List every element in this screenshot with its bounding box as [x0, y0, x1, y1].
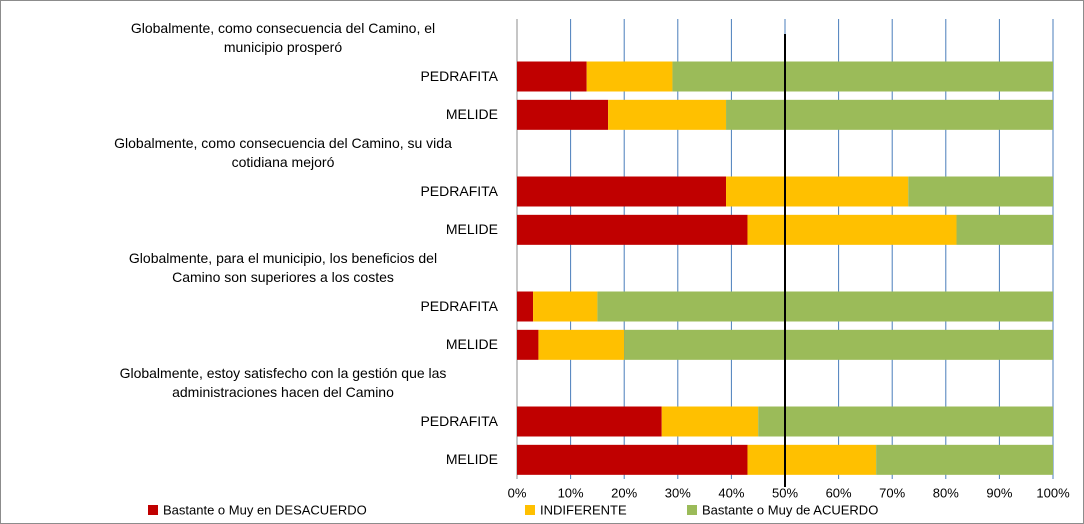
bar-segment	[672, 61, 1053, 92]
bar-segment	[726, 99, 1053, 130]
legend-swatch	[687, 505, 697, 515]
group-label: Globalmente, estoy satisfecho con la ges…	[119, 365, 447, 401]
bar-segment	[533, 291, 598, 322]
bar-segment	[608, 99, 727, 130]
bar-segment	[747, 214, 957, 245]
x-tick-label: 70%	[879, 485, 905, 500]
category-label: MELIDE	[445, 336, 498, 353]
bar-segment	[876, 444, 1053, 475]
category-label: MELIDE	[445, 221, 498, 238]
category-label: PEDRAFITA	[420, 298, 498, 314]
legend-label: INDIFERENTE	[540, 502, 627, 517]
bar-segment	[758, 406, 1053, 437]
category-label: MELIDE	[445, 106, 498, 123]
bar-segment	[661, 406, 759, 437]
bar-segment	[624, 329, 1053, 360]
bar-segment	[956, 214, 1053, 245]
x-tick-label: 0%	[508, 485, 527, 500]
bar-segment	[517, 444, 748, 475]
bar-segment	[517, 176, 727, 207]
bar-segment	[597, 291, 1053, 322]
bar-segment	[517, 61, 587, 92]
group-label: Globalmente, para el municipio, los bene…	[128, 250, 438, 286]
x-tick-label: 30%	[665, 485, 691, 500]
category-label: PEDRAFITA	[420, 183, 498, 199]
x-tick-label: 10%	[558, 485, 584, 500]
bar-segment	[517, 99, 609, 130]
x-tick-label: 40%	[718, 485, 744, 500]
x-tick-label: 50%	[772, 485, 798, 500]
bar-segment	[517, 214, 748, 245]
legend-swatch	[148, 505, 158, 515]
x-tick-label: 60%	[826, 485, 852, 500]
bar-segment	[747, 444, 877, 475]
bar-segment	[517, 291, 534, 322]
legend-label: Bastante o Muy en DESACUERDO	[163, 502, 367, 517]
category-label: PEDRAFITA	[420, 68, 498, 84]
bar-segment	[517, 406, 662, 437]
bar-segment	[908, 176, 1053, 207]
x-tick-label: 90%	[986, 485, 1012, 500]
bar-segment	[586, 61, 673, 92]
legend-swatch	[525, 505, 535, 515]
legend-label: Bastante o Muy de ACUERDO	[702, 502, 878, 517]
x-tick-label: 20%	[611, 485, 637, 500]
category-label: MELIDE	[445, 451, 498, 468]
group-label: Globalmente, como consecuencia del Camin…	[114, 135, 452, 171]
bar-segment	[538, 329, 625, 360]
bar-segment	[726, 176, 909, 207]
group-label: Globalmente, como consecuencia del Camin…	[130, 20, 436, 56]
x-tick-label: 80%	[933, 485, 959, 500]
bar-segment	[517, 329, 539, 360]
category-label: PEDRAFITA	[420, 413, 498, 429]
x-tick-label: 100%	[1036, 485, 1070, 500]
